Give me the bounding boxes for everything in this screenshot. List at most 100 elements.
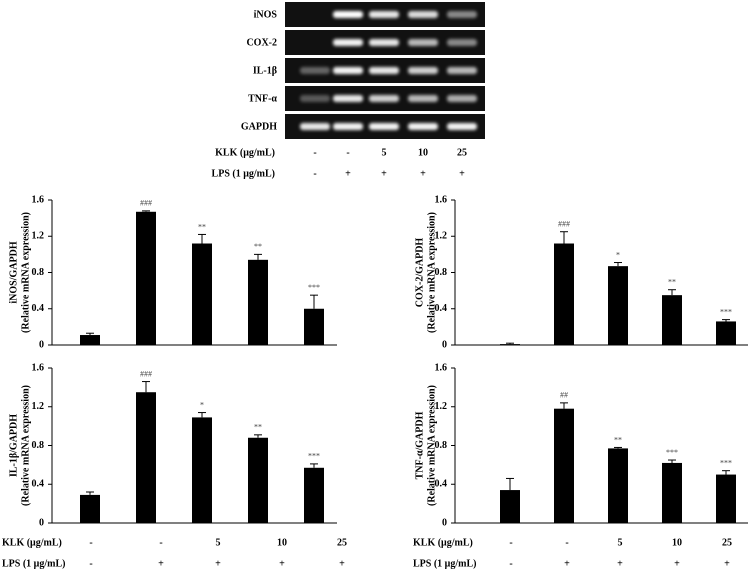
bar	[80, 335, 100, 345]
y-tick-label: 0.8	[435, 440, 448, 451]
y-axis-label-note: (Relative mRNA expression)	[426, 385, 437, 506]
gel-band	[408, 95, 438, 102]
treatment-value: -	[509, 537, 512, 548]
bar	[500, 490, 520, 523]
treatment-value: 10	[277, 537, 287, 548]
bar	[662, 295, 682, 345]
significance: ***	[720, 459, 732, 468]
treatment-label: LPS (1 μg/mL)	[212, 168, 275, 179]
gel-band	[300, 95, 330, 102]
bar	[192, 417, 212, 523]
treatment-value: -	[346, 147, 349, 158]
gel-band	[447, 11, 477, 18]
gel-band	[408, 67, 438, 74]
gel-band	[333, 39, 363, 46]
gel-band	[447, 95, 477, 102]
significance: **	[254, 423, 262, 432]
gel-band	[300, 123, 330, 130]
gel-band	[408, 11, 438, 18]
gel-band	[369, 11, 399, 18]
bar	[136, 211, 156, 345]
gene-label: TNF-α	[248, 93, 277, 104]
y-tick-label: 0.8	[32, 440, 45, 451]
y-tick-label: 0.4	[435, 479, 448, 490]
bar	[304, 308, 324, 345]
y-tick-label: 0.4	[32, 303, 45, 314]
y-axis-label-note: (Relative mRNA expression)	[20, 212, 31, 333]
bar	[80, 494, 100, 523]
treatment-value: +	[215, 558, 221, 569]
treatment-label: KLK (μg/mL)	[2, 537, 62, 548]
y-axis-label-note: (Relative mRNA expression)	[426, 212, 437, 333]
treatment-value: 10	[672, 537, 682, 548]
gel-band	[369, 123, 399, 130]
significance: ###	[140, 199, 152, 208]
significance: *	[616, 250, 620, 259]
y-tick-label: 1.2	[435, 231, 448, 242]
treatment-value: +	[564, 558, 570, 569]
y-axis-label: COX-2/GAPDH	[414, 238, 425, 308]
treatment-value: -	[89, 537, 92, 548]
y-tick-label: 0.8	[435, 267, 448, 278]
significance: **	[668, 278, 676, 287]
treatment-value: +	[381, 168, 387, 179]
y-tick-label: 1.6	[32, 362, 45, 373]
bar	[662, 462, 682, 523]
significance: *	[200, 400, 204, 409]
y-axis-label-note: (Relative mRNA expression)	[20, 385, 31, 506]
y-tick-label: 0.4	[32, 479, 45, 490]
bar	[248, 259, 268, 345]
gene-label: IL-1β	[253, 65, 277, 76]
significance: ***	[720, 307, 732, 316]
y-tick-label: 0.8	[32, 267, 45, 278]
bar	[304, 467, 324, 523]
treatment-value: 25	[457, 147, 467, 158]
treatment-value: -	[313, 147, 316, 158]
y-axis-label: IL-1β/GAPDH	[8, 414, 19, 477]
significance: **	[614, 435, 622, 444]
bar	[248, 437, 268, 523]
treatment-value: 25	[722, 537, 732, 548]
y-tick-label: 1.2	[32, 401, 45, 412]
treatment-value: +	[459, 168, 465, 179]
gene-label: GAPDH	[241, 121, 277, 132]
y-tick-label: 1.6	[32, 194, 45, 205]
treatment-value: +	[724, 558, 730, 569]
treatment-value: +	[345, 168, 351, 179]
gel-band	[333, 123, 363, 130]
y-tick-label: 0	[442, 339, 447, 350]
treatment-value: +	[420, 168, 426, 179]
y-axis-label: iNOS/GAPDH	[8, 241, 19, 303]
y-tick-label: 1.6	[435, 194, 448, 205]
gel-band	[369, 39, 399, 46]
y-axis-label: TNF-α/GAPDH	[414, 411, 425, 479]
treatment-label: KLK (μg/mL)	[413, 537, 473, 548]
gel-band	[408, 39, 438, 46]
gel-band	[333, 67, 363, 74]
gel-band	[333, 11, 363, 18]
bar	[192, 243, 212, 345]
treatment-value: -	[565, 537, 568, 548]
treatment-value: 5	[618, 537, 623, 548]
treatment-value: +	[674, 558, 680, 569]
treatment-value: +	[339, 558, 345, 569]
gel-band	[447, 39, 477, 46]
significance: ***	[308, 283, 320, 292]
gel-band	[369, 95, 399, 102]
significance: **	[254, 242, 262, 251]
significance: ###	[140, 369, 152, 378]
treatment-value: -	[89, 558, 92, 569]
bar	[554, 408, 574, 523]
treatment-label: LPS (1 μg/mL)	[413, 558, 476, 569]
treatment-value: 5	[382, 147, 387, 158]
gel-band	[408, 123, 438, 130]
y-tick-label: 1.2	[32, 231, 45, 242]
significance: **	[198, 222, 206, 231]
treatment-label: LPS (1 μg/mL)	[2, 558, 65, 569]
gene-label: COX-2	[246, 37, 277, 48]
y-tick-label: 0	[442, 517, 447, 528]
y-tick-label: 0.4	[435, 303, 448, 314]
treatment-value: 5	[216, 537, 221, 548]
bar	[136, 392, 156, 523]
